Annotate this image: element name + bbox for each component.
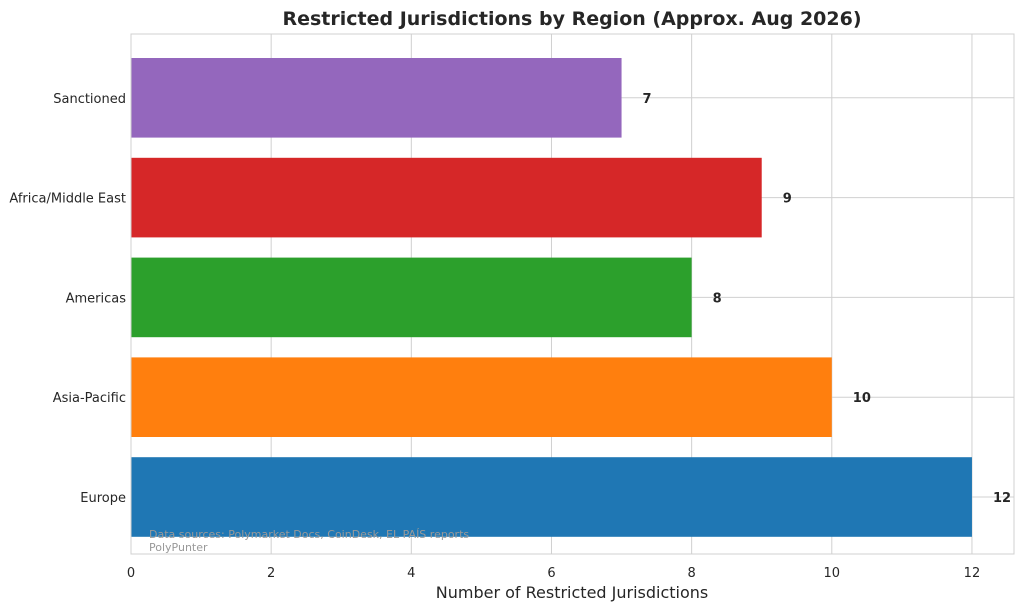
source-note: Data sources: Polymarket Docs, CoinDesk,… bbox=[149, 528, 469, 541]
bar-value-label: 9 bbox=[783, 192, 792, 207]
bar bbox=[131, 157, 762, 238]
bar bbox=[131, 357, 832, 437]
x-tick-label: 10 bbox=[824, 566, 841, 581]
category-label: Africa/Middle East bbox=[9, 192, 126, 207]
category-label: Sanctioned bbox=[53, 92, 126, 107]
x-tick-label: 0 bbox=[127, 566, 135, 581]
x-tick-label: 6 bbox=[547, 566, 555, 581]
x-tick-label: 8 bbox=[687, 566, 695, 581]
bar-value-label: 8 bbox=[713, 291, 722, 306]
chart-title: Restricted Jurisdictions by Region (Appr… bbox=[282, 8, 861, 30]
x-tick-labels: 0 2 4 6 8 10 12 bbox=[127, 566, 980, 581]
bar bbox=[131, 457, 972, 537]
x-tick-label: 4 bbox=[407, 566, 415, 581]
bar-value-label: 12 bbox=[993, 491, 1011, 506]
bar-value-label: 10 bbox=[853, 391, 871, 406]
x-axis-label: Number of Restricted Jurisdictions bbox=[436, 583, 709, 602]
category-labels: Europe Asia-Pacific Americas Africa/Middle … bbox=[9, 92, 126, 506]
source-brand: PolyPunter bbox=[149, 541, 208, 554]
plot-frame bbox=[130, 33, 1015, 555]
bars bbox=[131, 58, 972, 537]
category-label: Asia-Pacific bbox=[53, 391, 126, 406]
bar-value-label: 7 bbox=[643, 92, 652, 107]
bar bbox=[131, 58, 622, 138]
bar bbox=[131, 257, 692, 338]
x-tick-label: 2 bbox=[267, 566, 275, 581]
category-label: Europe bbox=[80, 491, 126, 506]
value-labels: 12 10 8 9 7 bbox=[643, 92, 1011, 506]
category-label: Americas bbox=[66, 291, 127, 306]
x-tick-label: 12 bbox=[964, 566, 981, 581]
